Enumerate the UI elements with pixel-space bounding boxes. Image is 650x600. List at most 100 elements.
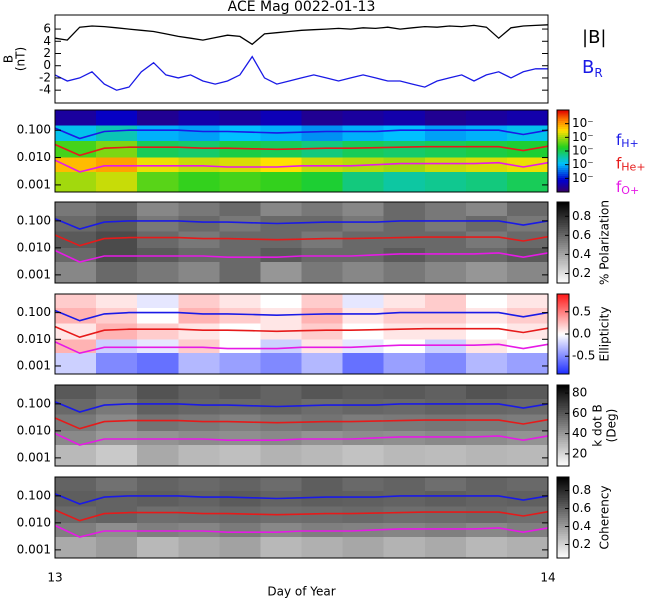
x-tick-label: 14 xyxy=(540,571,555,585)
colorbar-swatch xyxy=(557,268,569,272)
heatmap-cell xyxy=(219,506,261,524)
y-tick-label: 0.010 xyxy=(17,150,51,164)
colorbar-swatch xyxy=(557,171,569,175)
legend-name: f xyxy=(616,154,622,172)
legend-name: B xyxy=(582,57,594,78)
heatmap-cell xyxy=(55,506,97,524)
heatmap-cell xyxy=(383,444,426,467)
heatmap-cell xyxy=(424,430,467,446)
heatmap-cell xyxy=(342,506,385,524)
heatmap-cell xyxy=(137,323,179,340)
heatmap-cell xyxy=(96,216,138,233)
colorbar-swatch xyxy=(557,453,569,457)
colorbar-swatch xyxy=(557,280,569,284)
heatmap-cell xyxy=(424,157,467,173)
colorbar-swatch xyxy=(557,372,569,375)
heatmap-cell xyxy=(383,294,426,309)
colorbar-title: k dot B xyxy=(591,404,605,446)
colorbar-swatch xyxy=(557,435,569,439)
colorbar-frame xyxy=(556,384,570,467)
colorbar-swatch xyxy=(557,395,569,398)
heatmap-cell xyxy=(55,171,97,193)
colorbar-tick-label: 0.6 xyxy=(572,501,591,515)
colorbar-swatch xyxy=(557,393,569,396)
colorbar-swatch xyxy=(557,551,569,555)
heatmap-cell xyxy=(383,231,426,249)
heatmap-cell xyxy=(301,536,344,559)
heatmap-cell xyxy=(465,307,508,324)
plot-frame xyxy=(54,109,549,193)
legend-entry: |B| xyxy=(582,27,606,48)
heatmap-cell xyxy=(342,477,385,492)
colorbar-tick-label: -0.5 xyxy=(572,349,595,363)
frequency-line xyxy=(54,509,549,522)
heatmap-cell xyxy=(55,141,97,159)
colorbar-swatch xyxy=(557,553,569,557)
heatmap-cell xyxy=(137,231,179,249)
colorbar-swatch xyxy=(557,535,569,539)
colorbar-swatch xyxy=(557,204,569,207)
colorbar-swatch xyxy=(557,411,569,414)
heatmap-cell xyxy=(137,353,179,375)
heatmap-cell xyxy=(342,414,385,432)
heatmap-cell xyxy=(301,399,344,416)
heatmap-cell xyxy=(342,231,385,249)
heatmap-cell xyxy=(383,141,426,159)
colorbar-swatch xyxy=(557,276,569,280)
colorbar-swatch xyxy=(557,244,569,248)
heatmap-cell xyxy=(465,110,508,126)
heatmap-cell xyxy=(178,261,220,284)
colorbar-swatch xyxy=(557,344,569,347)
colorbar-swatch xyxy=(557,421,569,424)
y-axis-label: B xyxy=(2,55,16,63)
heatmap-cell xyxy=(96,444,138,467)
heatmap-cell xyxy=(55,430,97,446)
heatmap-cell xyxy=(465,536,508,559)
colorbar-swatch xyxy=(557,401,569,404)
legend-subscript: R xyxy=(594,66,602,80)
heatmap-cell xyxy=(506,247,549,263)
colorbar-swatch xyxy=(557,224,569,227)
colorbar-tick-label: 10⁻ xyxy=(572,116,594,130)
colorbar-swatch xyxy=(557,177,569,181)
colorbar-swatch xyxy=(557,228,569,231)
heatmap-cell xyxy=(383,110,426,126)
heatmap-cell xyxy=(137,399,179,416)
colorbar-title: Coherency xyxy=(598,485,612,549)
colorbar-tick-label: 80 xyxy=(572,386,587,400)
colorbar-swatch xyxy=(557,122,569,125)
heatmap-cell xyxy=(465,414,508,432)
colorbar-tick-label: 0.6 xyxy=(572,228,591,242)
heatmap-cell xyxy=(137,261,179,284)
heatmap-cell xyxy=(424,261,467,284)
colorbar-swatch xyxy=(557,479,569,482)
colorbar-swatch xyxy=(557,529,569,533)
colorbar-swatch xyxy=(557,403,569,406)
heatmap-cell xyxy=(342,294,385,309)
heatmap-cell xyxy=(260,294,302,309)
legend-subscript: O+ xyxy=(621,184,639,197)
colorbar-swatch xyxy=(557,437,569,441)
colorbar-swatch xyxy=(557,541,569,545)
heatmap-cell xyxy=(178,231,220,249)
colorbar-swatch xyxy=(557,533,569,537)
chart-title: ACE Mag 0022-01-13 xyxy=(228,0,376,15)
colorbar-swatch xyxy=(557,294,569,297)
frequency-line xyxy=(54,249,549,263)
heatmap-cell xyxy=(260,261,302,284)
colorbar-tick-label: 60 xyxy=(572,406,587,420)
colorbar-swatch xyxy=(557,272,569,276)
heatmap-cell xyxy=(424,399,467,416)
heatmap-cell xyxy=(219,294,261,309)
heatmap-cell xyxy=(137,444,179,467)
heatmap-cell xyxy=(424,522,467,538)
colorbar-swatch xyxy=(557,274,569,278)
colorbar-swatch xyxy=(557,489,569,492)
colorbar-swatch xyxy=(557,431,569,435)
heatmap-cell xyxy=(55,110,97,126)
colorbar-tick-label: 0.8 xyxy=(572,483,591,497)
heatmap-cell xyxy=(342,110,385,126)
colorbar-swatch xyxy=(557,144,569,148)
heatmap-cell xyxy=(465,444,508,467)
heatmap-cell xyxy=(342,307,385,324)
